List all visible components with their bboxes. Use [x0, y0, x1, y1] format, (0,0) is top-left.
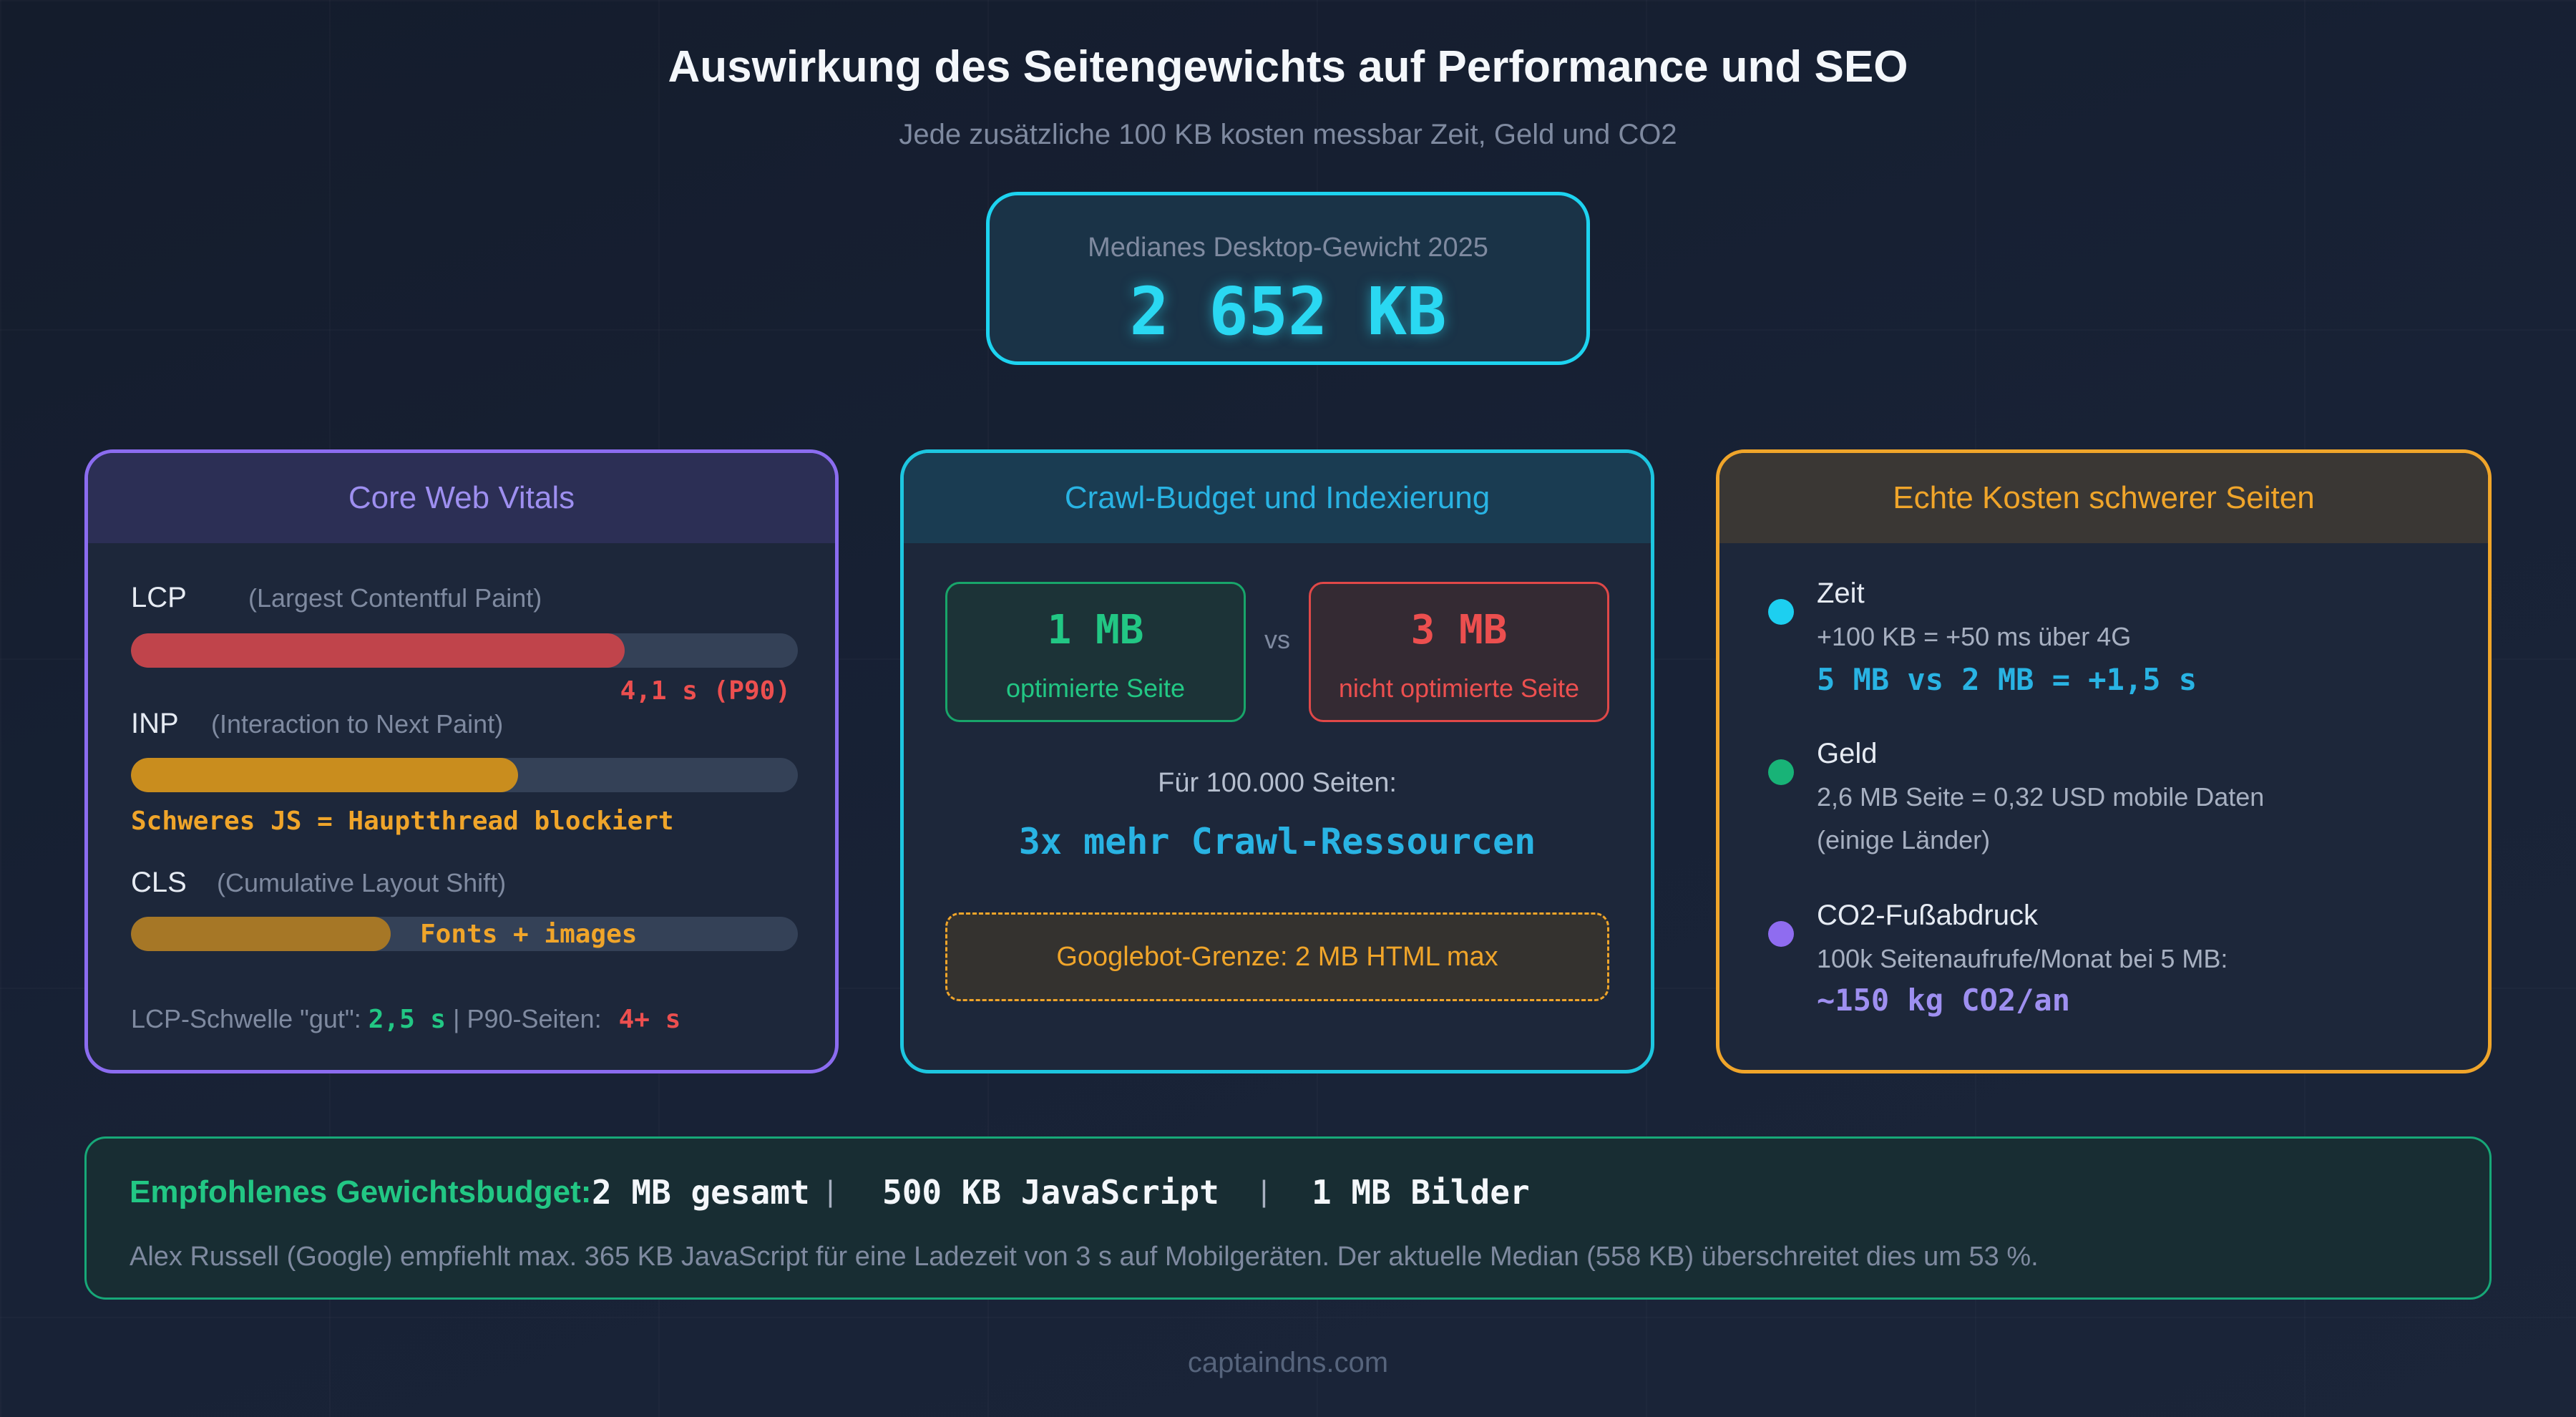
- lcp-threshold-label: LCP-Schwelle "gut":: [131, 1004, 361, 1033]
- optimized-page-label: optimierte Seite: [1005, 673, 1186, 703]
- real-costs-panel: Echte Kosten schwerer Seiten Zeit +100 K…: [1716, 449, 2492, 1073]
- budget-images: 1 MB Bilder: [1312, 1173, 1530, 1212]
- versus-label: vs: [1264, 625, 1290, 654]
- money-text: 2,6 MB Seite = 0,32 USD mobile Daten: [1817, 782, 2265, 812]
- co2-title: CO2-Fußabdruck: [1817, 900, 2038, 931]
- inp-name: INP: [131, 708, 179, 739]
- budget-javascript: 500 KB JavaScript: [882, 1173, 1219, 1212]
- real-costs-title: Echte Kosten schwerer Seiten: [1719, 453, 2488, 543]
- unoptimized-page-card: 3 MB nicht optimierte Seite: [1309, 582, 1609, 722]
- time-highlight: 5 MB vs 2 MB = +1,5 s: [1817, 662, 2197, 697]
- inp-note: Schweres JS = Hauptthread blockiert: [131, 807, 674, 836]
- money-text-note: (einige Länder): [1817, 825, 1991, 854]
- inp-bar-fill: [131, 758, 518, 792]
- footer-domain: captaindns.com: [1187, 1347, 1389, 1378]
- budget-separator: |: [1260, 1174, 1268, 1208]
- time-title: Zeit: [1817, 578, 1865, 609]
- crawl-result: 3x mehr Crawl-Ressourcen: [1018, 821, 1536, 862]
- budget-total: 2 MB gesamt: [592, 1173, 810, 1212]
- time-text: +100 KB = +50 ms über 4G: [1817, 622, 2132, 651]
- median-weight-card: Medianes Desktop-Gewicht 2025 2 652 KB: [986, 192, 1590, 365]
- p90-value: 4+ s: [618, 1005, 681, 1034]
- inp-description: (Interaction to Next Paint): [211, 709, 504, 739]
- weight-budget-box: Empfohlenes Gewichtsbudget: 2 MB gesamt …: [84, 1136, 2492, 1300]
- crawl-budget-title: Crawl-Budget und Indexierung: [904, 453, 1651, 543]
- cls-description: (Cumulative Layout Shift): [217, 868, 507, 897]
- optimized-page-card: 1 MB optimierte Seite: [945, 582, 1246, 722]
- budget-label: Empfohlenes Gewichtsbudget:: [130, 1174, 592, 1209]
- median-weight-value: 2 652 KB: [1129, 273, 1447, 350]
- budget-separator: |: [826, 1174, 834, 1208]
- lcp-name: LCP: [131, 582, 187, 613]
- co2-highlight: ~150 kg CO2/an: [1817, 983, 2071, 1018]
- p90-label: | P90-Seiten:: [453, 1004, 602, 1033]
- lcp-good-value: 2,5 s: [368, 1005, 447, 1034]
- unoptimized-page-size: 3 MB: [1410, 607, 1508, 653]
- budget-note: Alex Russell (Google) empfiehlt max. 365…: [130, 1242, 2039, 1272]
- googlebot-limit-box: Googlebot-Grenze: 2 MB HTML max: [945, 912, 1609, 1001]
- lcp-threshold-line: LCP-Schwelle "gut": 2,5 s | P90-Seiten: …: [131, 1004, 680, 1034]
- co2-text: 100k Seitenaufrufe/Monat bei 5 MB:: [1817, 944, 2228, 973]
- crawl-pages-label: Für 100.000 Seiten:: [1158, 768, 1397, 798]
- co2-dot-icon: [1768, 921, 1794, 947]
- lcp-note: 4,1 s (P90): [620, 676, 791, 706]
- lcp-description: (Largest Contentful Paint): [248, 583, 542, 613]
- cls-name: CLS: [131, 867, 187, 898]
- lcp-bar-fill: [131, 633, 625, 668]
- time-dot-icon: [1768, 599, 1794, 625]
- money-dot-icon: [1768, 759, 1794, 785]
- lcp-bar-track: [131, 633, 798, 668]
- core-web-vitals-panel: Core Web Vitals LCP (Largest Contentful …: [84, 449, 839, 1073]
- crawl-budget-panel: Crawl-Budget und Indexierung 1 MB optimi…: [900, 449, 1654, 1073]
- core-web-vitals-title: Core Web Vitals: [88, 453, 835, 543]
- optimized-page-size: 1 MB: [1047, 607, 1144, 653]
- cls-bar-fill: [131, 917, 391, 951]
- unoptimized-page-label: nicht optimierte Seite: [1338, 673, 1580, 703]
- inp-bar-track: [131, 758, 798, 792]
- cls-bar-track: [131, 917, 798, 951]
- cls-note: Fonts + images: [420, 920, 638, 949]
- page-title: Auswirkung des Seitengewichts auf Perfor…: [668, 42, 1908, 92]
- money-title: Geld: [1817, 738, 1878, 769]
- page-subtitle: Jede zusätzliche 100 KB kosten messbar Z…: [899, 119, 1677, 150]
- median-weight-label: Medianes Desktop-Gewicht 2025: [1088, 233, 1488, 263]
